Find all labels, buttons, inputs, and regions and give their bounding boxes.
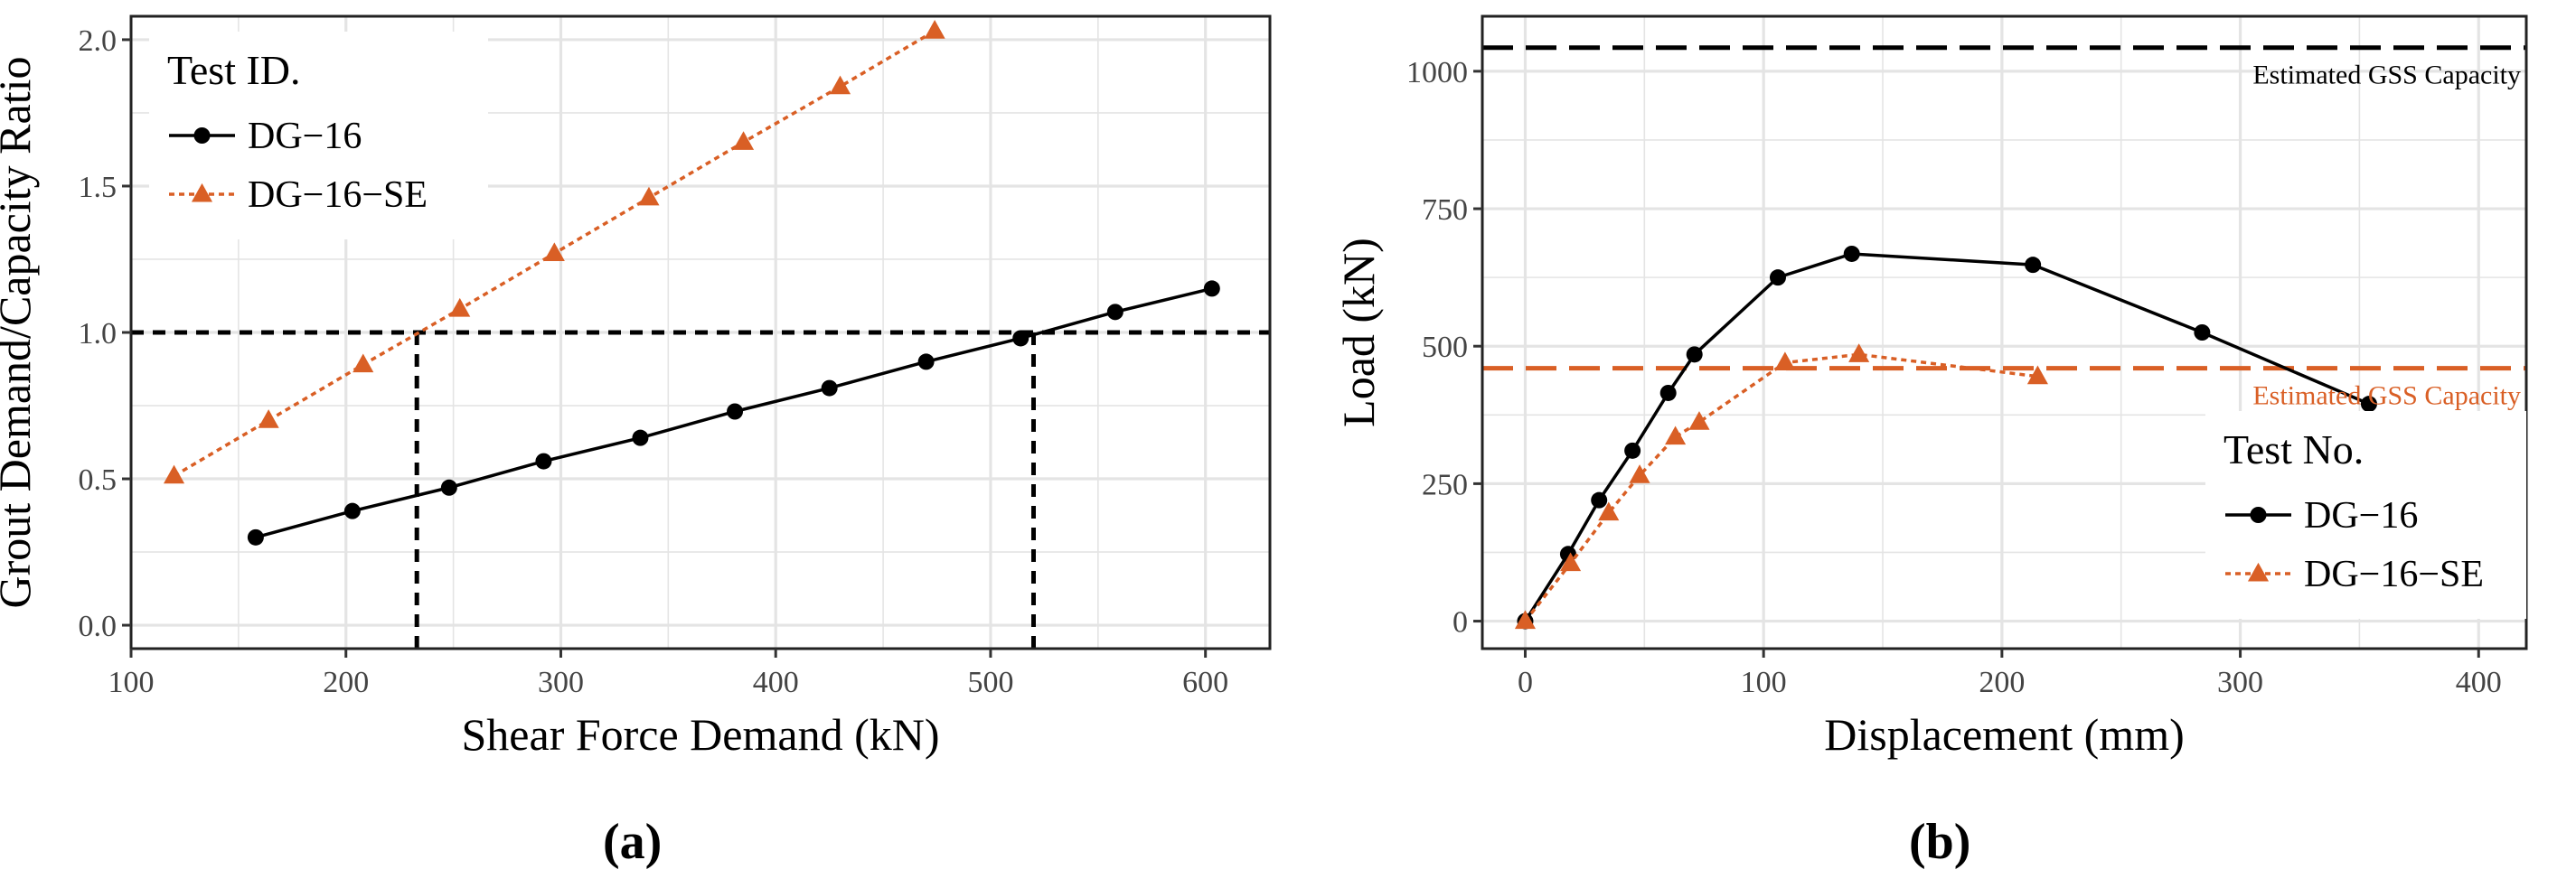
legend-key-marker [2250, 507, 2267, 523]
x-tick-label: 100 [108, 666, 155, 699]
data-point [2025, 257, 2042, 274]
data-point [1659, 384, 1677, 401]
data-point [1203, 280, 1220, 297]
y-tick-label: 250 [1422, 468, 1468, 501]
data-point [1591, 491, 1608, 509]
legend-item-label: DG−16 [248, 116, 362, 157]
data-point [2194, 324, 2211, 341]
data-point [258, 409, 279, 428]
x-tick-label: 300 [2217, 666, 2263, 699]
legend-title: Test ID. [167, 47, 301, 93]
data-layer-b [1482, 45, 2526, 630]
legend-key-marker [191, 182, 213, 202]
data-point [1514, 610, 1537, 630]
chart-panel-b: Estimated GSS Capacity Estimated GSS Capa… [1333, 14, 2528, 760]
data-point [543, 242, 565, 262]
y-tick-label: 0 [1453, 606, 1468, 640]
legend-key-marker [2247, 562, 2270, 582]
legend-item-label: DG−16−SE [2304, 554, 2484, 595]
y-tick-label: 1.5 [79, 171, 118, 204]
x-axis-title: Displacement (mm) [1824, 709, 2185, 760]
series-line-1 [1524, 352, 2038, 622]
legend-title: Test No. [2223, 426, 2364, 472]
data-point [1560, 552, 1582, 572]
series-b-1 [1514, 343, 2048, 630]
data-point [727, 403, 744, 420]
y-tick-label: 0.0 [79, 610, 118, 643]
chart-panel-a: 100 200 300 400 500 600 0.0 0.5 1.0 1.5 2.0 Shear F… [0, 14, 1272, 760]
data-point [164, 464, 185, 484]
legend-key-marker [193, 127, 211, 144]
reference-line-label-0: Estimated GSS Capacity [2252, 61, 2521, 90]
legend-a: Test ID. DG−16 DG−16−SE [149, 32, 488, 239]
legend-b: Test No. DG−16 DG−16−SE [2205, 411, 2526, 619]
data-layer-a [131, 20, 1270, 649]
data-point [821, 379, 838, 397]
panel-a-caption: (a) [603, 814, 663, 870]
y-tick-label: 1.0 [79, 317, 118, 351]
x-tick-label: 400 [753, 666, 799, 699]
data-point [1848, 343, 1870, 362]
data-point [733, 131, 755, 150]
series-a-1 [164, 20, 945, 484]
panel-b-caption: (b) [1909, 814, 1971, 870]
data-point [353, 353, 374, 373]
y-tick-label: 500 [1422, 331, 1468, 364]
legend-item-label: DG−16−SE [248, 174, 428, 216]
data-point [1012, 330, 1029, 347]
x-axis-title: Shear Force Demand (kN) [462, 709, 940, 760]
data-point [440, 479, 457, 496]
data-point [1769, 269, 1786, 286]
data-point [924, 20, 945, 39]
data-point [1598, 501, 1620, 521]
x-tick-label: 500 [967, 666, 1013, 699]
data-point [1843, 245, 1860, 262]
data-point [829, 75, 851, 95]
data-point [535, 453, 552, 470]
gridlines-b [1482, 16, 2526, 649]
plot-border-b [1481, 14, 2528, 650]
data-point [2026, 365, 2048, 385]
data-point [638, 186, 660, 206]
reference-line-label-1: Estimated GSS Capacity [2252, 381, 2521, 411]
data-point [449, 297, 471, 317]
legend-item-label: DG−16 [2304, 495, 2418, 537]
x-tick-label: 600 [1182, 666, 1228, 699]
y-tick-label: 750 [1422, 193, 1468, 227]
x-tick-label: 200 [1979, 666, 2025, 699]
data-point [1629, 464, 1650, 483]
series-b-0 [1517, 245, 2377, 630]
data-point [247, 528, 264, 546]
y-tick-label: 0.5 [79, 463, 118, 497]
data-point [1106, 304, 1123, 321]
data-point [2360, 396, 2377, 413]
data-point [1688, 411, 1710, 430]
y-tick-label: 1000 [1406, 56, 1468, 89]
x-tick-label: 200 [323, 666, 369, 699]
x-tick-label: 100 [1741, 666, 1787, 699]
x-tick-label: 400 [2456, 666, 2502, 699]
data-point [1774, 351, 1796, 370]
y-axis-title: Grout Demand/Capacity Ratio [0, 57, 40, 609]
data-point [1665, 425, 1687, 445]
x-tick-label: 300 [538, 666, 584, 699]
data-point [917, 353, 935, 370]
y-axis-title: Load (kN) [1333, 238, 1384, 427]
x-tick-label: 0 [1518, 666, 1533, 699]
data-point [632, 429, 649, 446]
data-point [1624, 442, 1641, 459]
y-tick-label: 2.0 [79, 24, 118, 58]
data-point [1686, 346, 1703, 363]
data-point [343, 502, 361, 519]
series-a-0 [247, 280, 1220, 546]
